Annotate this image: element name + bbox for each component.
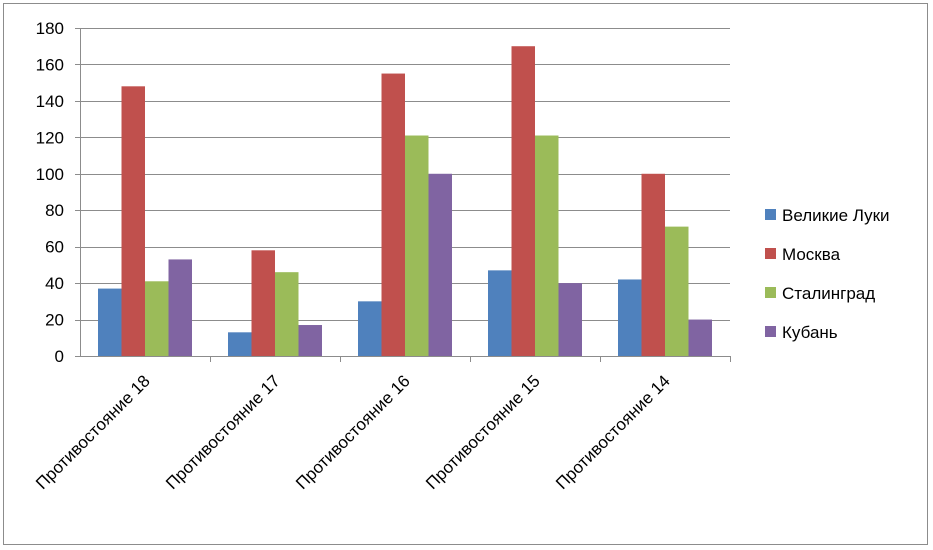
bar-1-1 — [98, 288, 122, 356]
bar-2-1 — [121, 86, 145, 357]
y-tick-label: 40 — [45, 274, 64, 293]
axes — [75, 28, 731, 362]
legend-label: Великие Луки — [782, 206, 890, 225]
y-tick-label: 20 — [45, 311, 64, 330]
x-category-label: Противостояние 15 — [422, 371, 544, 493]
bar-3-2 — [275, 272, 299, 356]
bar-1-4 — [488, 270, 512, 356]
y-tick-label: 100 — [36, 165, 64, 184]
bar-3-1 — [145, 281, 169, 356]
x-category-label: Противостояние 18 — [32, 371, 154, 493]
bar-1-5 — [618, 279, 642, 356]
bar-4-5 — [688, 319, 712, 356]
legend-swatch — [765, 326, 776, 337]
legend-label: Кубань — [782, 323, 838, 342]
x-category-label: Противостояние 14 — [552, 371, 674, 493]
y-tick-label: 140 — [36, 92, 64, 111]
bar-4-1 — [168, 259, 192, 356]
x-category-label: Противостояние 17 — [162, 371, 284, 493]
bar-4-2 — [298, 325, 322, 356]
y-tick-label: 60 — [45, 238, 64, 257]
bar-2-2 — [251, 250, 275, 356]
bar-4-4 — [558, 283, 582, 356]
bar-2-5 — [641, 173, 665, 356]
bar-3-5 — [665, 226, 689, 356]
y-tick-label: 0 — [55, 347, 64, 366]
y-tick-label: 160 — [36, 55, 64, 74]
y-tick-label: 120 — [36, 128, 64, 147]
bar-3-3 — [405, 135, 429, 356]
bar-1-2 — [228, 332, 252, 356]
bar-2-4 — [511, 46, 535, 356]
y-axis-tick-labels: 0 20 40 60 80 100 120 140 160 180 — [36, 19, 64, 366]
y-tick-label: 80 — [45, 201, 64, 220]
legend-swatch — [765, 287, 776, 298]
chart-frame — [3, 3, 928, 545]
bars — [98, 46, 712, 357]
x-axis-category-labels: Противостояние 18 Противостояние 17 Против… — [32, 371, 674, 493]
legend: Великие Луки Москва Сталинград Кубань — [765, 206, 890, 342]
legend-label: Москва — [782, 245, 841, 264]
legend-swatch — [765, 209, 776, 220]
legend-swatch — [765, 248, 776, 259]
bar-4-3 — [428, 173, 452, 356]
x-category-label: Противостояние 16 — [292, 371, 414, 493]
y-tick-label: 180 — [36, 19, 64, 38]
legend-label: Сталинград — [782, 284, 875, 303]
bar-2-3 — [381, 73, 405, 357]
bar-3-4 — [535, 135, 559, 356]
bar-1-3 — [358, 301, 382, 356]
